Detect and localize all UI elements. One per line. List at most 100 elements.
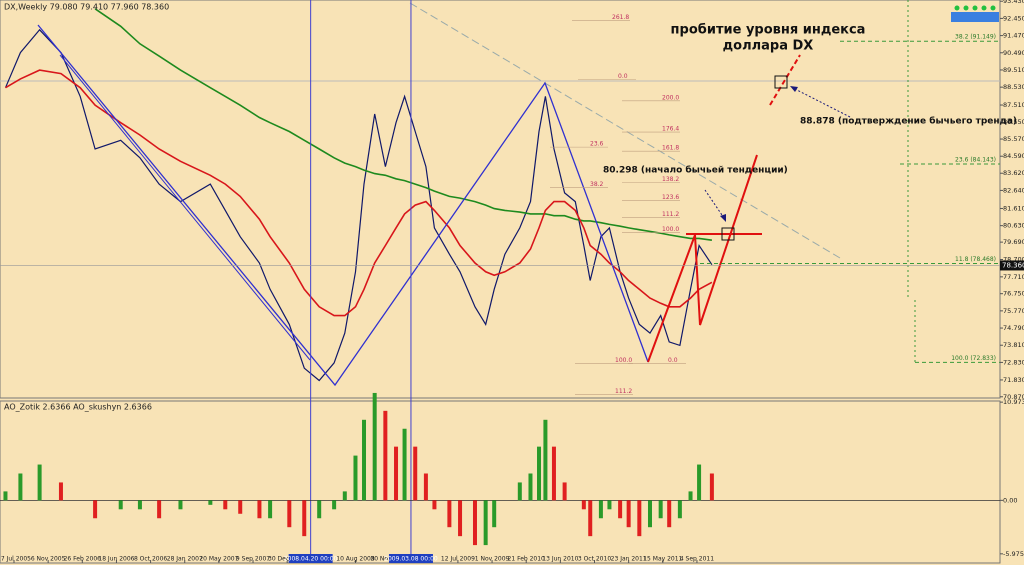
oscillator-bar — [137, 500, 142, 510]
oscillator-bar — [18, 473, 23, 501]
headline: доллара DX — [723, 39, 814, 54]
y-tick-label: 84.590 — [1003, 152, 1024, 160]
status-icons — [951, 5, 999, 22]
oscillator-bar — [618, 500, 623, 519]
oscillator-bar — [607, 500, 612, 510]
chart-title: DX,Weekly 79.080 79.410 77.960 78.360 — [4, 3, 169, 12]
fib-label: 11.8 (78.468) — [955, 256, 996, 263]
y-tick-label: 87.510 — [1003, 101, 1024, 109]
y-tick-label: 71.830 — [1003, 376, 1024, 384]
y-tick-label: 78.700 — [1003, 255, 1024, 263]
x-tick-label: 10 Aug 2008 — [336, 556, 375, 563]
oscillator-bar — [483, 500, 488, 546]
oscillator-bar — [423, 473, 428, 501]
channel-line — [59, 54, 311, 361]
fib-label: 100.0 — [615, 357, 632, 364]
oscillator-bar — [3, 491, 8, 501]
oscillator-bar — [238, 500, 243, 514]
y-tick-label: 75.770 — [1003, 307, 1024, 315]
oscillator-bar — [372, 392, 377, 501]
oscillator-bar — [543, 419, 548, 501]
target-line — [769, 54, 801, 106]
fib-label: 261.8 — [612, 14, 629, 21]
oscillator-bar — [637, 500, 642, 537]
oscillator-bar — [413, 446, 418, 501]
arrow-head — [790, 86, 798, 92]
oscillator-bar — [528, 473, 533, 501]
oscillator-bar — [677, 500, 682, 519]
fib-label: 138.2 — [662, 176, 679, 183]
annotation: 80.298 (начало бычьей тенденции) — [603, 165, 788, 176]
y-tick-label: 74.790 — [1003, 324, 1024, 332]
y-tick-label: 77.710 — [1003, 273, 1024, 281]
price-line — [94, 8, 713, 241]
y-tick-label: 10.9732 — [1003, 398, 1024, 406]
x-tick-label: 15 May 2011 — [643, 556, 682, 563]
y-tick-label: 79.690 — [1003, 238, 1024, 246]
oscillator-bar — [517, 482, 522, 501]
oscillator-bar — [626, 500, 631, 528]
oscillator-bar — [492, 500, 497, 528]
x-tick-label: 30 Dec 2007 — [268, 556, 307, 563]
cursor-label-bg — [388, 554, 433, 563]
marker-box — [774, 75, 788, 89]
oscillator-bar — [551, 446, 556, 501]
oscillator-bar — [709, 473, 714, 501]
oscillator-bar — [647, 500, 652, 528]
fib-label: 100.0 (72.833) — [951, 355, 996, 362]
oscillator-bar — [667, 500, 672, 528]
x-tick-label: 20 May 2007 — [199, 556, 238, 563]
x-tick-label: 18 Jun 2006 — [98, 556, 134, 563]
oscillator-bar — [257, 500, 262, 519]
y-tick-label: 81.610 — [1003, 204, 1024, 212]
y-tick-label: 83.620 — [1003, 169, 1024, 177]
oscillator-bar — [353, 455, 358, 501]
fib-label: 123.6 — [662, 194, 679, 201]
arrow-head — [720, 214, 726, 222]
x-tick-label: 6 Nov 2005 — [31, 556, 66, 563]
fib-label: 200.0 — [662, 94, 679, 101]
oscillator-bar — [598, 500, 603, 519]
main-panel — [0, 0, 1001, 399]
y-tick-label: 85.570 — [1003, 135, 1024, 143]
oscillator-bar — [688, 491, 693, 501]
indicator-title: AO_Zotik 2.6366 AO_skushyn 2.6366 — [4, 403, 152, 412]
fib-label: 111.2 — [615, 388, 632, 395]
fib-label: 161.8 — [662, 145, 679, 152]
x-tick-label: 3 Oct 2010 — [578, 556, 611, 563]
oscillator-bar — [268, 500, 273, 519]
oscillator-bar — [432, 500, 437, 510]
x-tick-label: 28 Jan 2007 — [167, 556, 203, 563]
marker-box — [721, 227, 735, 241]
oscillator-bar — [118, 500, 123, 510]
arrow — [792, 87, 851, 118]
fib-label: 0.0 — [618, 73, 628, 80]
x-tick-label: 9 Sep 2007 — [236, 556, 270, 563]
y-tick-label: 86.550 — [1003, 118, 1024, 126]
oscillator-bar — [472, 500, 477, 546]
y-tick-label: 93.430 — [1003, 0, 1024, 5]
oscillator-bar — [58, 482, 63, 501]
zigzag — [37, 24, 649, 387]
oscillator-panel — [0, 400, 1001, 564]
oscillator-bar — [588, 500, 593, 537]
price-line — [4, 28, 713, 382]
oscillator-bar — [332, 500, 337, 510]
last-price-label: 78.360 — [1002, 261, 1024, 269]
series-layer — [4, 8, 713, 382]
oscillator-bar — [362, 419, 367, 501]
y-tick-label: 91.470 — [1003, 32, 1024, 40]
oscillator-bar — [342, 491, 347, 501]
fib-label: 0.0 — [668, 357, 678, 364]
fib-label: 23.6 — [590, 141, 604, 148]
x-tick-label: 26 Feb 2006 — [64, 556, 102, 563]
y-tick-label: 76.750 — [1003, 290, 1024, 298]
y-tick-label: 80.630 — [1003, 222, 1024, 230]
x-tick-label: 13 Jun 2010 — [542, 556, 578, 563]
headline: пробитие уровня индекса — [671, 23, 866, 38]
y-tick-label: 90.490 — [1003, 49, 1024, 57]
oscillator-bar — [562, 482, 567, 501]
oscillator-bar — [287, 500, 292, 528]
price-line — [5, 69, 713, 317]
